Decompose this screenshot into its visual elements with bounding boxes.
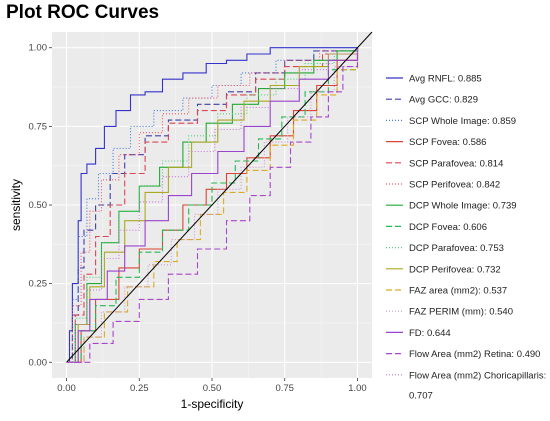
legend-label: DCP Parafovea: 0.753 <box>409 243 504 254</box>
legend-label: SCP Perifovea: 0.842 <box>409 180 500 191</box>
axes: 0.00 0.25 0.50 0.75 1.00 0.00 0.25 0.50 0.75 1.00 <box>29 43 367 394</box>
y-axis-title: sensitivity <box>9 179 23 231</box>
legend-label: DCP Perifovea: 0.732 <box>409 264 501 275</box>
roc-curve-14 <box>66 47 359 363</box>
x-tick-label: 0.50 <box>203 383 222 394</box>
y-tick-label: 1.00 <box>29 43 48 54</box>
roc-curve-7 <box>66 47 359 363</box>
reference-diagonal <box>66 31 373 363</box>
roc-curve-3 <box>66 47 359 363</box>
legend-label: Avg GCC: 0.829 <box>409 95 478 106</box>
roc-curve-5 <box>66 47 359 363</box>
x-tick-label: 1.00 <box>348 383 367 394</box>
roc-curve-4 <box>66 47 359 363</box>
legend-label: SCP Whole Image: 0.859 <box>409 116 516 127</box>
chart-title: Plot ROC Curves <box>6 2 160 23</box>
roc-curve-12 <box>66 47 359 363</box>
y-tick-label: 0.00 <box>29 357 48 368</box>
legend-label: Avg RNFL: 0.885 <box>409 74 482 85</box>
x-axis-title: 1-specificity <box>181 397 244 411</box>
legend-label: Flow Area (mm2) Retina: 0.490 <box>409 349 540 360</box>
legend: Avg RNFL: 0.885 Avg GCC: 0.829 SCP Whole I… <box>386 74 549 401</box>
x-tick-label: 0.00 <box>57 383 76 394</box>
y-tick-label: 0.25 <box>29 279 48 290</box>
roc-curve-11 <box>66 47 359 363</box>
legend-label: FAZ PERIM (mm): 0.540 <box>409 307 513 318</box>
y-tick-label: 0.75 <box>29 121 48 132</box>
y-tick-label: 0.50 <box>29 200 48 211</box>
legend-label: SCP Parafovea: 0.814 <box>409 158 503 169</box>
legend-label: FAZ area (mm2): 0.537 <box>409 286 507 297</box>
legend-label: FD: 0.644 <box>409 328 451 339</box>
roc-curve-1 <box>66 47 358 363</box>
roc-curve-2 <box>66 47 359 363</box>
roc-curve-15 <box>66 47 359 363</box>
legend-label: Flow Area (mm2) Choricapillaris: 0.707 <box>409 370 549 401</box>
legend-label: DCP Fovea: 0.606 <box>409 222 487 233</box>
legend-label: SCP Fovea: 0.586 <box>409 137 486 148</box>
legend-label: DCP Whole Image: 0.739 <box>409 201 517 212</box>
x-tick-label: 0.25 <box>130 383 149 394</box>
roc-curves <box>66 31 373 363</box>
x-tick-label: 0.75 <box>275 383 294 394</box>
roc-curve-13 <box>66 47 359 363</box>
